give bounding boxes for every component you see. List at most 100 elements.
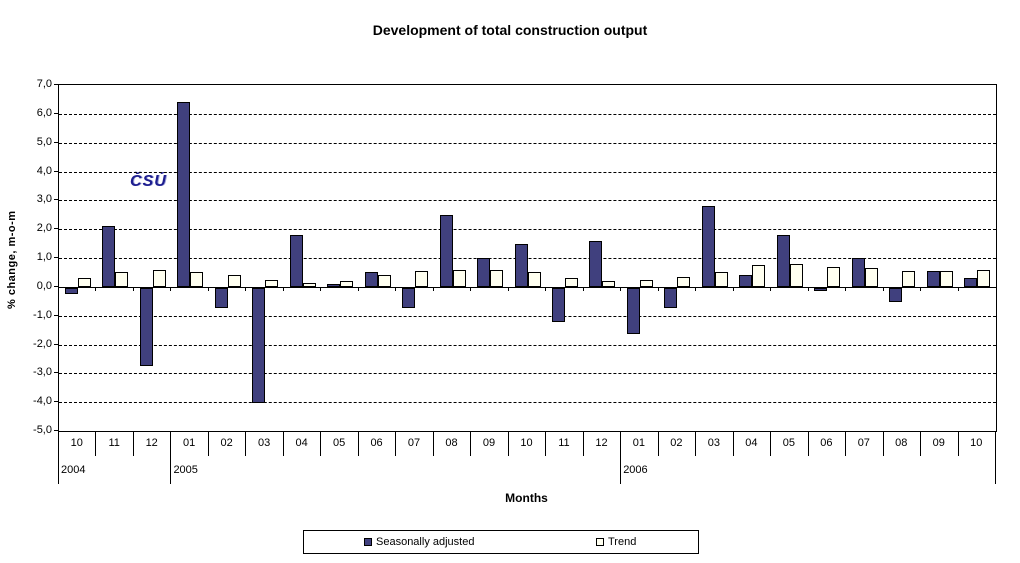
gridline [59,258,996,259]
year-label: 2006 [623,464,648,476]
month-label: 02 [670,437,683,449]
bar-seasonally-adjusted [64,287,78,294]
month-separator [470,431,472,456]
y-tick-label: 7,0 [36,78,52,90]
bar-trend [265,279,279,287]
category-tick [507,286,509,291]
month-separator [957,431,959,456]
category-tick [470,286,472,291]
bar-trend [490,269,504,287]
month-label: 01 [183,437,196,449]
month-separator [920,431,922,456]
bar-trend [714,272,728,287]
month-separator [95,431,97,456]
zero-axis-line [59,286,996,288]
category-tick [957,286,959,291]
y-axis-tick [54,112,58,114]
bar-seasonally-adjusted [177,102,191,287]
legend-label-trend: Trend [608,536,637,548]
y-tick-label: 1,0 [36,251,52,263]
bar-trend [527,272,541,287]
bar-seasonally-adjusted [964,278,978,287]
y-axis-tick [54,170,58,172]
y-tick-label: 3,0 [36,193,52,206]
month-label: 11 [558,437,570,449]
month-separator [507,431,509,456]
bar-trend [977,269,991,287]
bar-seasonally-adjusted [776,234,790,287]
legend-swatch-seasonally-adjusted [364,538,372,546]
y-axis-tick [54,84,58,85]
bar-trend [377,275,391,287]
bar-trend [902,270,916,287]
y-tick-label: -4,0 [33,395,52,408]
bar-seasonally-adjusted [327,283,341,287]
category-tick [320,286,322,291]
category-tick [732,286,734,291]
month-label: 05 [332,437,346,449]
legend-label-seasonally-adjusted: Seasonally adjusted [376,536,475,548]
legend-item-trend: Trend [596,531,636,553]
plot-area: ČSÚ [58,84,997,432]
bar-seasonally-adjusted [252,287,266,404]
bar-seasonally-adjusted [589,240,603,287]
month-separator [695,431,697,456]
y-tick-label: 4,0 [36,164,52,177]
month-label: 09 [932,437,945,449]
month-separator [807,431,809,456]
legend: Seasonally adjusted Trend [303,530,699,554]
bar-seasonally-adjusted [364,272,378,287]
gridline [59,402,996,404]
bar-seasonally-adjusted [289,234,303,287]
year-label: 2004 [61,464,86,476]
bar-trend [415,270,429,287]
year-separator [58,431,59,484]
bar-trend [115,272,129,287]
category-tick [920,286,922,291]
y-axis-tick [54,343,58,345]
category-tick [282,286,284,291]
month-separator [657,431,659,456]
category-tick [845,286,847,291]
category-tick [807,286,809,291]
y-axis-tick [54,199,58,201]
y-axis-tick [54,285,58,287]
bar-trend [452,269,466,287]
y-tick-label: 0,0 [36,279,52,292]
month-label: 02 [220,437,233,449]
bar-seasonally-adjusted [626,287,640,334]
month-separator [732,431,734,456]
y-axis-tick [54,401,58,403]
month-separator [320,431,322,456]
month-separator [432,431,434,456]
category-tick [170,286,172,291]
y-tick-label: 2,0 [36,222,52,235]
y-tick-label: 6,0 [36,106,52,119]
y-tick-label: -3,0 [33,366,52,379]
bar-trend [227,275,241,287]
bar-trend [190,272,204,287]
y-axis-tick [54,430,58,431]
bar-seasonally-adjusted [814,287,828,291]
year-separator [995,431,996,484]
gridline [59,171,996,173]
month-label: 10 [520,437,533,449]
bar-trend [152,269,166,287]
month-label: 08 [445,437,458,449]
year-label: 2005 [173,464,198,476]
month-label: 06 [820,437,833,449]
bar-trend [564,278,578,287]
bar-seasonally-adjusted [514,243,528,287]
category-tick [582,286,584,291]
bar-trend [939,270,953,287]
month-separator [132,431,134,456]
month-separator [357,431,359,456]
legend-swatch-trend [596,538,604,546]
month-label: 12 [145,437,158,449]
bar-seasonally-adjusted [851,258,865,287]
month-separator [845,431,847,456]
month-label: 10 [70,437,83,449]
gridline [59,229,996,231]
bar-trend [789,263,803,287]
bar-trend [752,265,766,287]
